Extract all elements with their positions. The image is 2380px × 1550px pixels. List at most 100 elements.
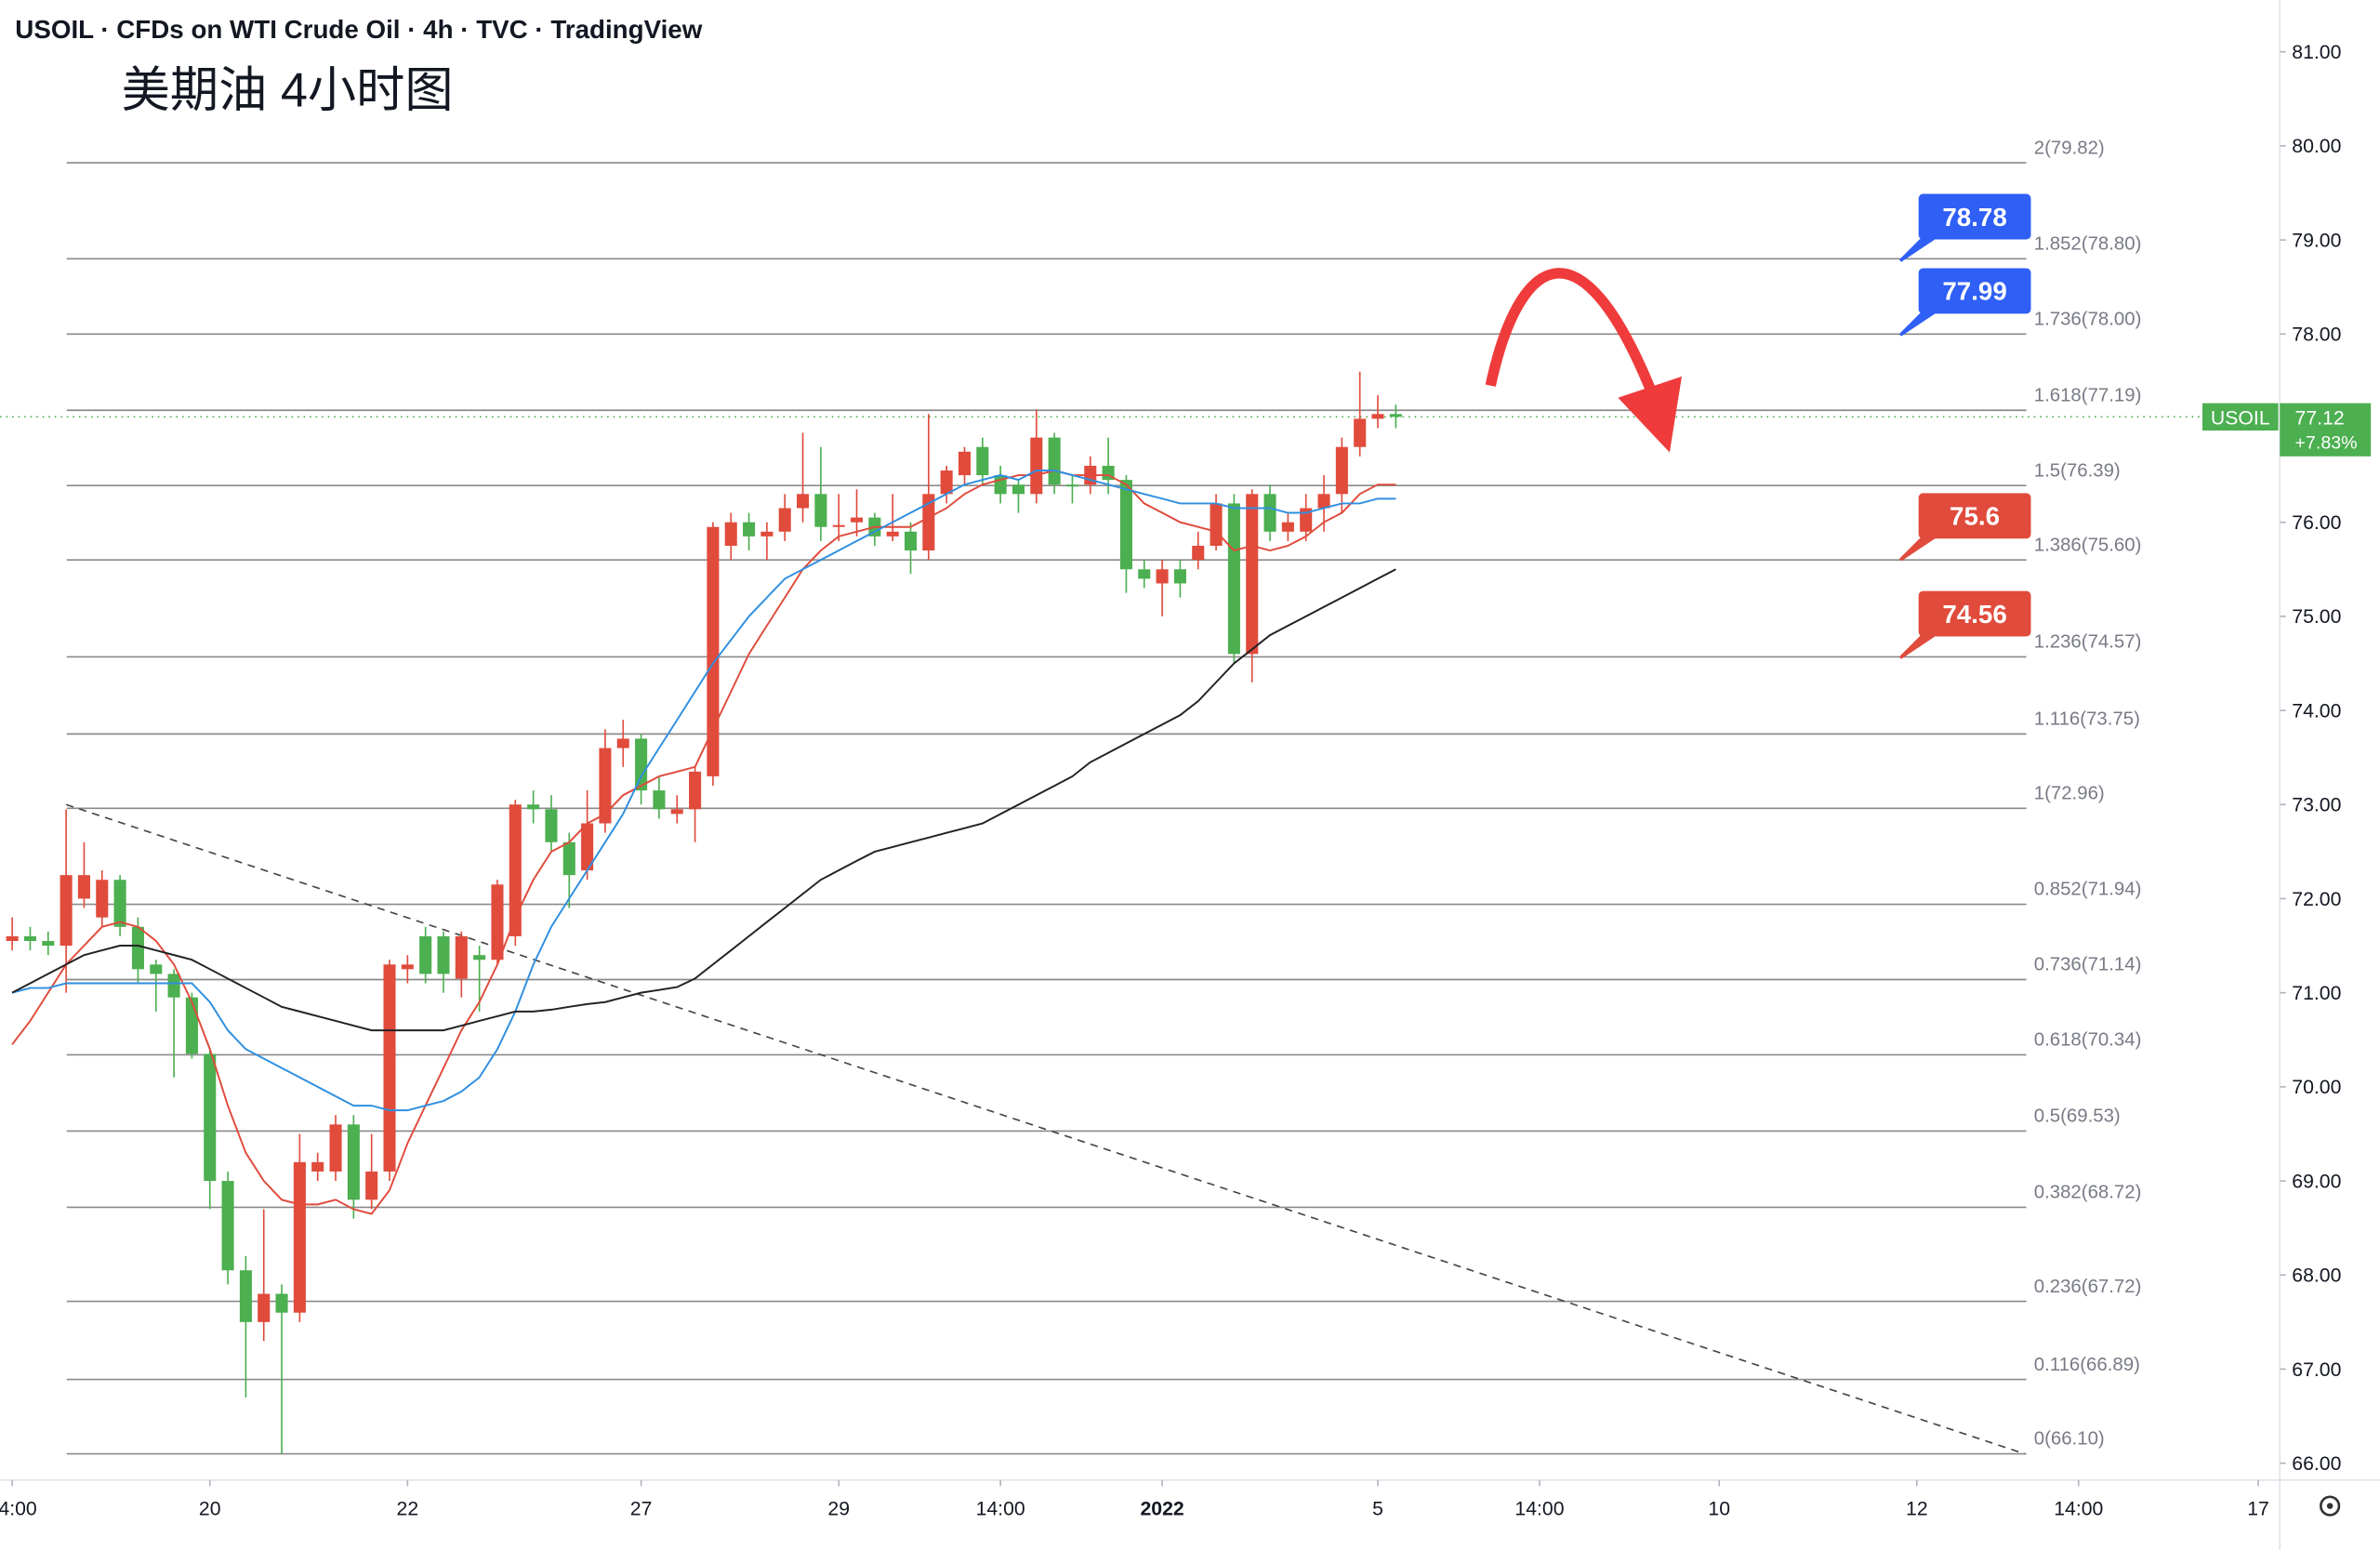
candle-body xyxy=(653,790,666,810)
fib-label: 1.386(75.60) xyxy=(2034,535,2142,555)
chart-title: USOIL · CFDs on WTI Crude Oil · 4h · TVC… xyxy=(15,15,702,44)
fib-label: 0(66.10) xyxy=(2034,1429,2105,1450)
y-tick-label: 76.00 xyxy=(2292,512,2341,534)
callout-box xyxy=(1918,590,2031,637)
fib-label: 1.618(77.19) xyxy=(2034,385,2142,405)
candle-body xyxy=(797,494,810,509)
candle-body xyxy=(562,841,575,876)
settings-icon[interactable] xyxy=(2320,1495,2341,1517)
candle-body xyxy=(1030,437,1043,495)
candle-body xyxy=(455,935,468,979)
fib-label: 0.5(69.53) xyxy=(2034,1106,2121,1127)
candle-body xyxy=(581,823,594,871)
candle-body xyxy=(1335,446,1348,495)
candle-body xyxy=(1119,480,1132,570)
candle-body xyxy=(1048,437,1061,485)
candle-body xyxy=(599,748,612,824)
callout-label: 78.78 xyxy=(1942,203,2006,232)
y-tick-label: 71.00 xyxy=(2292,983,2341,1004)
fib-label: 1.852(78.80) xyxy=(2034,234,2142,255)
candle-body xyxy=(904,531,918,551)
y-tick-label: 69.00 xyxy=(2292,1171,2341,1192)
x-tick-label: 29 xyxy=(827,1498,850,1519)
candle-body xyxy=(724,522,737,546)
candle-body xyxy=(185,997,198,1054)
x-tick-label: 14:00 xyxy=(1514,1498,1564,1519)
y-tick-label: 73.00 xyxy=(2292,795,2341,816)
candle-body xyxy=(707,526,720,776)
candle-body xyxy=(1354,418,1367,447)
x-tick-label: 10 xyxy=(1708,1498,1730,1519)
candle-body xyxy=(1317,494,1330,509)
candle-body xyxy=(1065,484,1078,487)
trendline xyxy=(65,803,2026,1455)
candle-body xyxy=(311,1161,324,1172)
candle-body xyxy=(1371,414,1384,419)
price-tag xyxy=(2280,403,2372,457)
candle-body xyxy=(113,880,126,927)
price-tag-value: 77.12 xyxy=(2295,407,2345,429)
candle-body xyxy=(1156,569,1169,584)
y-tick-label: 79.00 xyxy=(2292,230,2341,251)
candle-body xyxy=(832,524,845,527)
y-tick-label: 78.00 xyxy=(2292,325,2341,346)
candle-body xyxy=(221,1181,234,1271)
y-tick-label: 75.00 xyxy=(2292,606,2341,628)
moving-average xyxy=(11,469,1396,1215)
candle-body xyxy=(545,809,558,842)
candle-body xyxy=(419,935,432,974)
candle-body xyxy=(473,955,486,960)
callout-label: 75.6 xyxy=(1950,502,2000,531)
candle-body xyxy=(616,738,629,749)
candle-body xyxy=(275,1293,288,1313)
callout-box xyxy=(1918,268,2031,314)
candle-body xyxy=(670,809,683,815)
candle-body xyxy=(77,875,90,899)
candle-body xyxy=(258,1293,271,1322)
candle-body xyxy=(760,531,774,537)
candle-body xyxy=(1210,503,1223,546)
fib-label: 1.5(76.39) xyxy=(2034,460,2121,481)
candle-body xyxy=(42,941,55,947)
candle-body xyxy=(886,531,899,537)
candle-body xyxy=(293,1161,306,1313)
y-tick-label: 66.00 xyxy=(2292,1453,2341,1475)
candle-body xyxy=(401,964,414,970)
moving-average xyxy=(11,568,1396,1032)
candle-body xyxy=(1138,569,1151,579)
candle-body xyxy=(383,964,396,1172)
price-tag-change: +7.83% xyxy=(2295,433,2358,454)
candle-body xyxy=(347,1124,360,1200)
fib-label: 2(79.82) xyxy=(2034,138,2105,158)
candle-body xyxy=(491,884,504,960)
fib-label: 0.382(68.72) xyxy=(2034,1183,2142,1203)
x-tick-label: 14:00 xyxy=(976,1498,1025,1519)
x-tick-label: 14:00 xyxy=(0,1498,37,1519)
symbol-tag xyxy=(2202,403,2279,431)
fib-label: 1(72.96) xyxy=(2034,784,2105,804)
y-tick-label: 70.00 xyxy=(2292,1077,2341,1098)
candle-body xyxy=(743,522,756,537)
candle-body xyxy=(239,1270,252,1322)
candle-body xyxy=(150,964,163,974)
y-tick-label: 67.00 xyxy=(2292,1359,2341,1381)
candle-body xyxy=(1246,494,1259,655)
candle-body xyxy=(976,446,989,476)
y-tick-label: 74.00 xyxy=(2292,700,2341,722)
candle-body xyxy=(167,974,180,998)
candle-body xyxy=(922,494,935,551)
candle-body xyxy=(958,451,972,476)
candle-body xyxy=(814,494,827,527)
candle-body xyxy=(1192,545,1205,561)
fib-label: 0.736(71.14) xyxy=(2034,955,2142,975)
y-tick-label: 68.00 xyxy=(2292,1265,2341,1287)
fib-label: 1.116(73.75) xyxy=(2034,709,2140,730)
candle-body xyxy=(689,771,702,810)
candle-body xyxy=(23,935,37,942)
moving-average xyxy=(11,470,1396,1112)
fib-label: 1.236(74.57) xyxy=(2034,632,2142,653)
x-tick-label: 2022 xyxy=(1140,1498,1183,1519)
callout-label: 77.99 xyxy=(1942,277,2006,306)
callout-box xyxy=(1918,193,2031,240)
